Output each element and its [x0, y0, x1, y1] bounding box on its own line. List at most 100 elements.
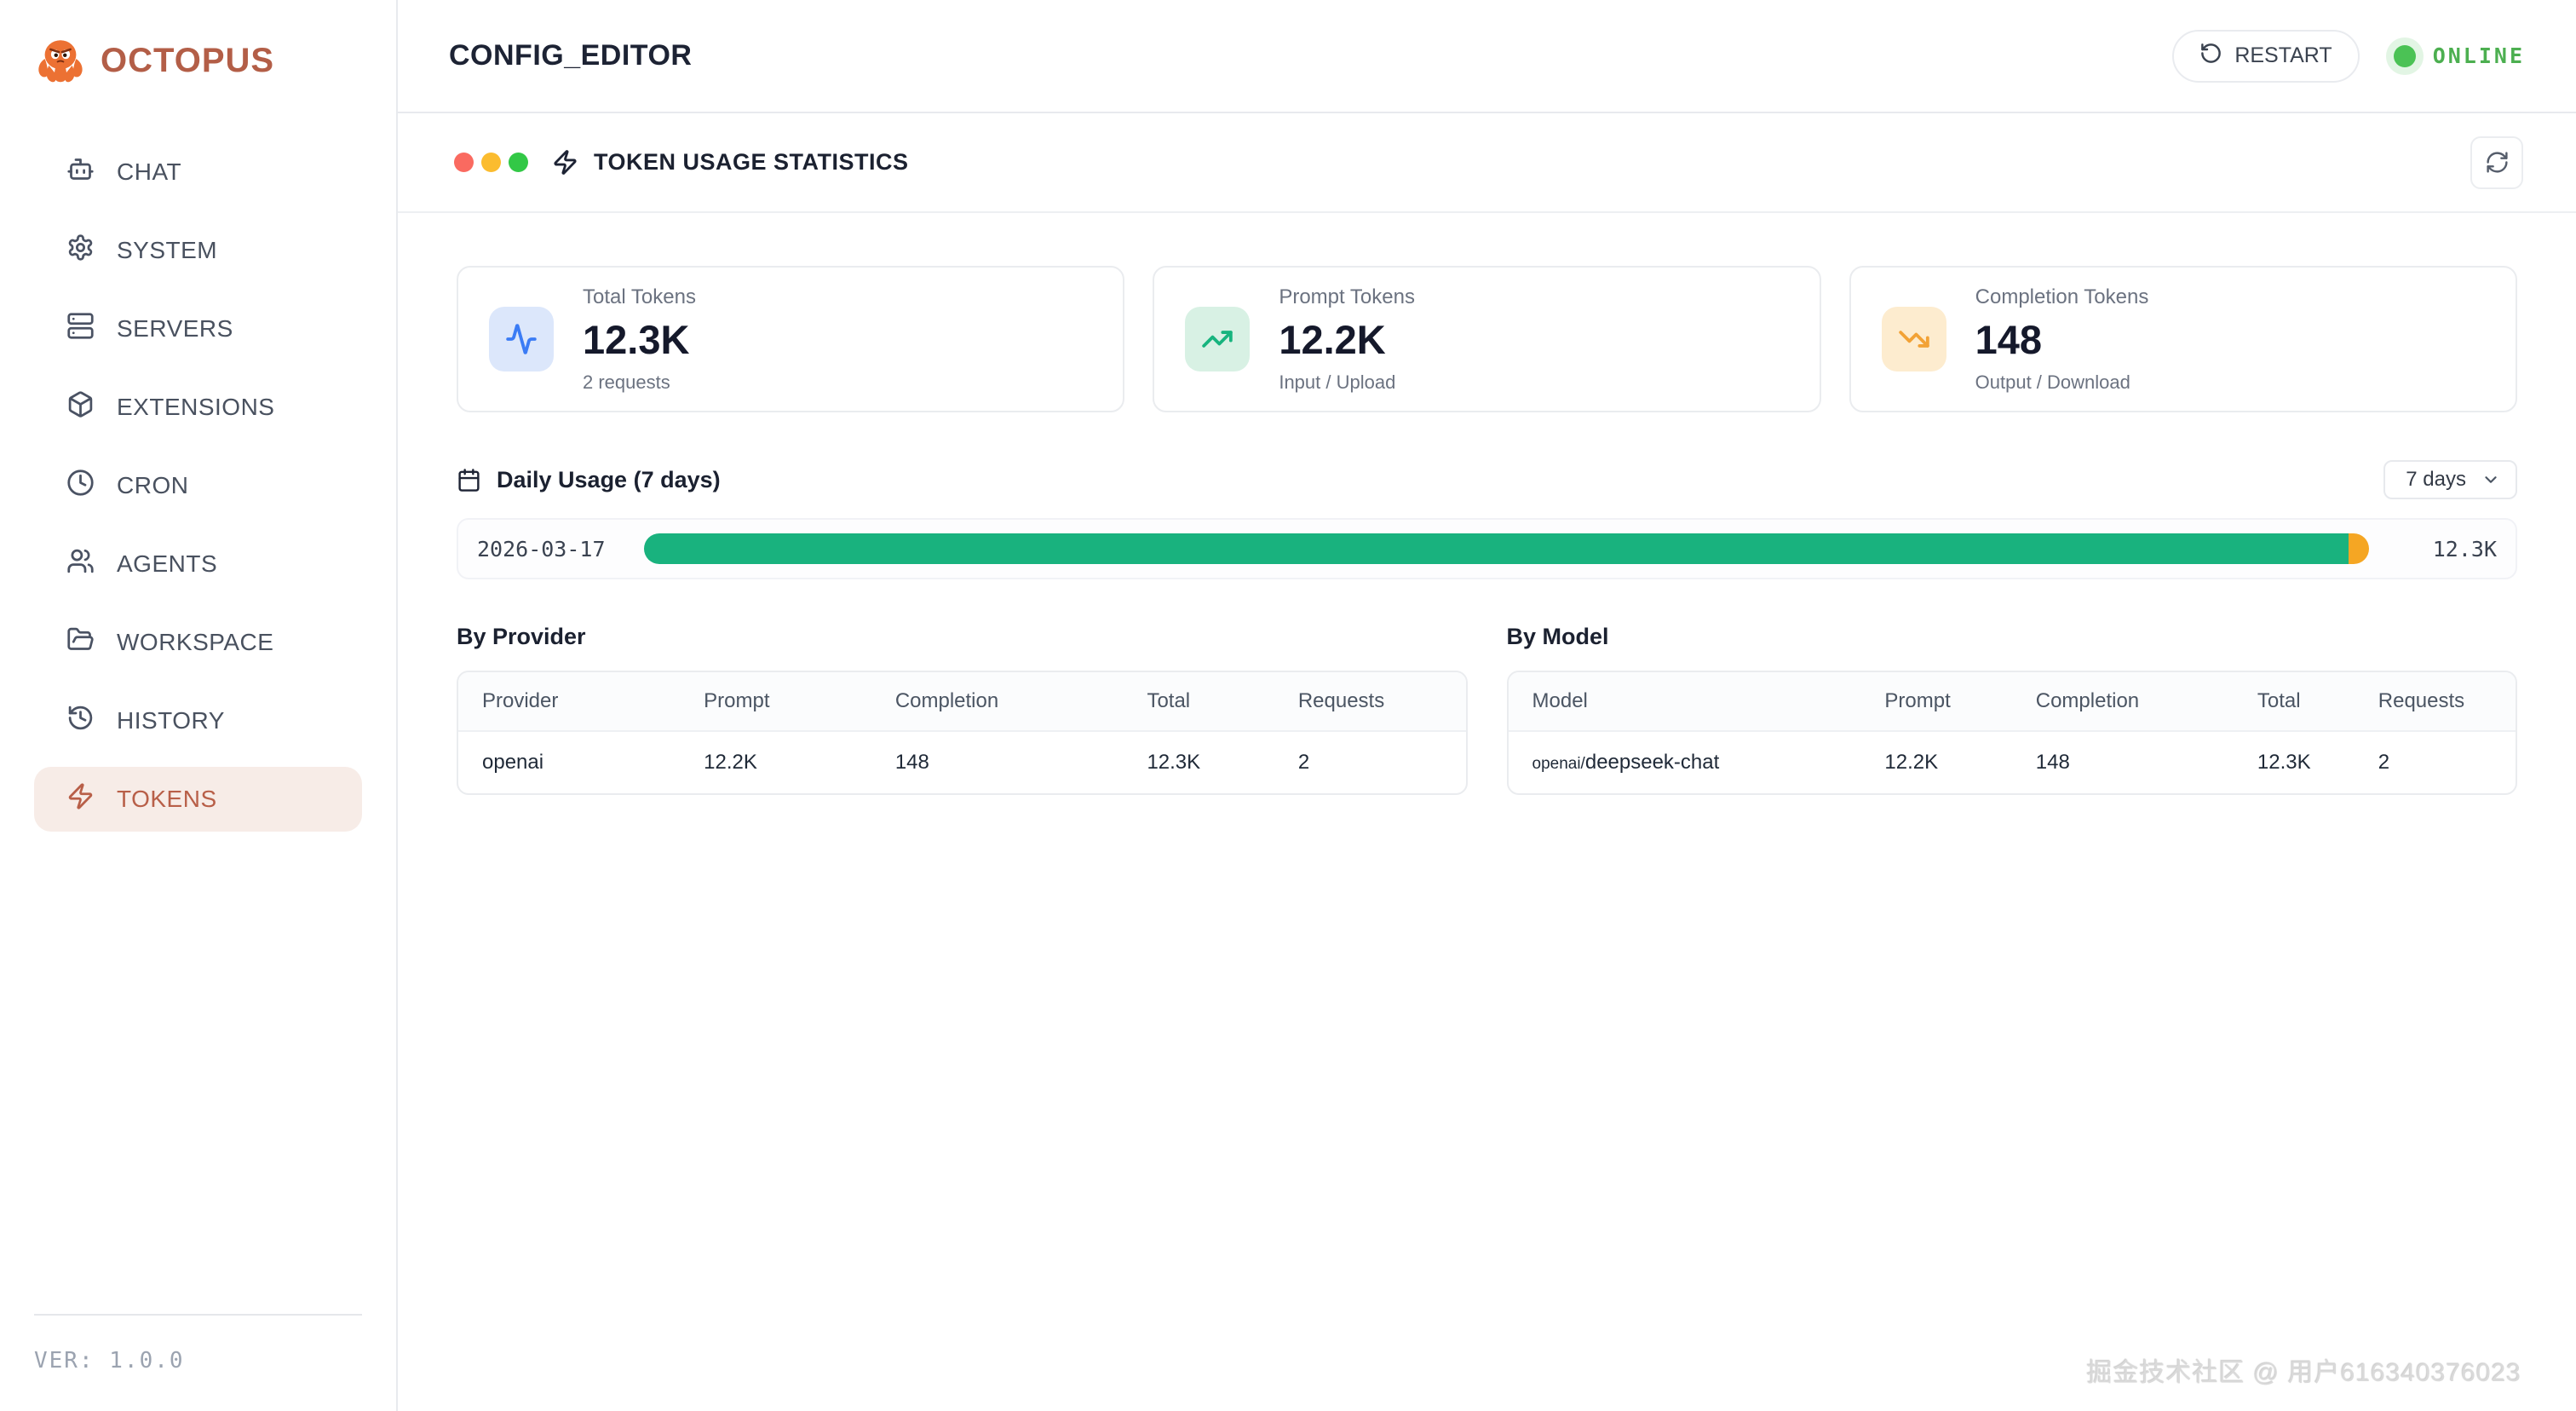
sidebar-item-extensions[interactable]: EXTENSIONS — [34, 375, 362, 440]
main-area: CONFIG_EDITOR RESTART ONLINE TOKEN USAGE… — [398, 0, 2576, 1411]
cell-requests: 2 — [2378, 751, 2390, 774]
by-provider-title: By Provider — [457, 624, 586, 649]
stat-label: Completion Tokens — [1975, 285, 2149, 308]
stat-sub: 2 requests — [583, 371, 670, 393]
usage-bar-prompt-segment — [644, 533, 2349, 564]
traffic-lights — [454, 153, 528, 172]
activity-icon — [489, 307, 554, 371]
sidebar-item-history[interactable]: HISTORY — [34, 688, 362, 753]
sidebar-nav: CHAT SYSTEM SERVERS EXTENSIONS CRON AGEN… — [0, 140, 396, 832]
stat-label: Total Tokens — [583, 285, 696, 308]
zap-icon — [554, 150, 577, 175]
watermark: 掘金技术社区 @ 用户616340376023 — [2086, 1359, 2521, 1387]
cell-prompt: 12.2K — [1884, 751, 1939, 774]
calendar-icon — [458, 468, 480, 492]
sidebar-item-label: WORKSPACE — [117, 629, 274, 655]
sidebar-item-label: EXTENSIONS — [117, 394, 275, 420]
trending-up-icon — [1185, 307, 1251, 371]
cell-model: openai/deepseek-chat — [1509, 731, 1861, 793]
topbar: CONFIG_EDITOR RESTART ONLINE — [398, 0, 2576, 113]
trending-down-icon — [1881, 307, 1946, 371]
stat-sub: Output / Download — [1975, 371, 2130, 393]
table-header-row: Provider Prompt Completion Total Request… — [458, 672, 1466, 732]
topbar-actions: RESTART ONLINE — [2172, 29, 2525, 83]
refresh-icon — [2486, 152, 2508, 173]
restart-button[interactable]: RESTART — [2172, 29, 2360, 83]
sidebar-item-chat[interactable]: CHAT — [34, 140, 362, 204]
col-prompt: Prompt — [680, 672, 871, 732]
table-header-row: Model Prompt Completion Total Requests — [1508, 672, 2516, 732]
stat-card-total-tokens: Total Tokens 12.3K 2 requests — [457, 266, 1125, 412]
cell-completion: 148 — [2035, 751, 2070, 774]
bot-icon — [66, 155, 95, 189]
restart-icon — [2199, 42, 2222, 71]
range-selected-value: 7 days — [2406, 468, 2466, 491]
logo: OCTOPUS — [0, 0, 396, 102]
traffic-red-icon — [454, 153, 474, 172]
stat-value: 148 — [1975, 316, 2043, 362]
col-total: Total — [2233, 672, 2355, 732]
cell-total: 12.3K — [1147, 751, 1201, 774]
online-dot-icon — [2393, 44, 2416, 67]
col-completion: Completion — [2011, 672, 2234, 732]
clock-icon — [66, 469, 95, 503]
usage-bar-completion-segment — [2348, 533, 2369, 564]
sidebar-item-workspace[interactable]: WORKSPACE — [34, 610, 362, 675]
panel-header: TOKEN USAGE STATISTICS — [398, 113, 2576, 213]
stat-value: 12.2K — [1279, 316, 1386, 362]
cell-prompt: 12.2K — [704, 751, 757, 774]
app-name: OCTOPUS — [101, 41, 275, 79]
sidebar-item-agents[interactable]: AGENTS — [34, 532, 362, 596]
folder-open-icon — [66, 625, 95, 659]
col-total: Total — [1123, 672, 1274, 732]
cell-requests: 2 — [1297, 751, 1310, 774]
table-row: openai/deepseek-chat 12.2K 148 12.3K 2 — [1509, 731, 2516, 793]
breakdown-tables: By Provider Provider Prompt Completion T… — [457, 624, 2517, 795]
stat-label: Prompt Tokens — [1279, 285, 1415, 308]
range-selector[interactable]: 7 days — [2383, 460, 2517, 499]
sidebar-item-servers[interactable]: SERVERS — [34, 297, 362, 361]
sidebar-item-tokens[interactable]: TOKENS — [34, 767, 362, 832]
table-row: openai 12.2K 148 12.3K 2 — [458, 731, 1466, 793]
by-model-table: Model Prompt Completion Total Requests o… — [1506, 671, 2517, 795]
status-badge: ONLINE — [2432, 43, 2525, 68]
sidebar: OCTOPUS CHAT SYSTEM SERVERS EXTENSIONS C… — [0, 0, 398, 1411]
daily-usage-header: Daily Usage (7 days) 7 days — [457, 460, 2517, 499]
page-title: CONFIG_EDITOR — [449, 39, 693, 72]
users-icon — [66, 547, 95, 581]
col-model: Model — [1508, 672, 1861, 732]
sidebar-item-system[interactable]: SYSTEM — [34, 218, 362, 283]
server-icon — [66, 312, 95, 346]
version-label: VER: 1.0.0 — [34, 1348, 185, 1374]
history-icon — [66, 704, 95, 738]
panel-title: TOKEN USAGE STATISTICS — [594, 149, 909, 175]
sidebar-item-label: SERVERS — [117, 315, 233, 342]
sidebar-item-label: SYSTEM — [117, 237, 218, 263]
col-requests: Requests — [2354, 672, 2516, 732]
cell-provider: openai — [482, 751, 544, 774]
bar-total-label: 12.3K — [2432, 536, 2497, 562]
sidebar-item-cron[interactable]: CRON — [34, 453, 362, 518]
sidebar-item-label: CRON — [117, 472, 189, 498]
sidebar-item-label: CHAT — [117, 158, 182, 185]
model-name: deepseek-chat — [1584, 751, 1720, 774]
zap-icon — [66, 782, 95, 816]
daily-usage-title: Daily Usage (7 days) — [497, 466, 721, 492]
stat-card-completion-tokens: Completion Tokens 148 Output / Download — [1849, 266, 2517, 412]
by-model-section: By Model Model Prompt Completion Total R… — [1506, 624, 2517, 795]
by-model-title: By Model — [1506, 624, 1609, 649]
traffic-yellow-icon — [481, 153, 501, 172]
sidebar-item-label: TOKENS — [117, 786, 217, 812]
refresh-button[interactable] — [2470, 135, 2523, 189]
daily-usage-bar-row: 2026-03-17 12.3K — [457, 518, 2517, 579]
bar-date-label: 2026-03-17 — [477, 536, 606, 562]
col-requests: Requests — [1274, 672, 1466, 732]
sidebar-item-label: HISTORY — [117, 707, 225, 734]
by-provider-table: Provider Prompt Completion Total Request… — [457, 671, 1468, 795]
content: Total Tokens 12.3K 2 requests Prompt Tok… — [398, 213, 2576, 1411]
restart-label: RESTART — [2234, 43, 2332, 67]
chevron-down-icon — [2485, 476, 2497, 483]
cell-total: 12.3K — [2257, 751, 2311, 774]
cell-completion: 148 — [894, 751, 929, 774]
sidebar-divider — [34, 1314, 362, 1316]
